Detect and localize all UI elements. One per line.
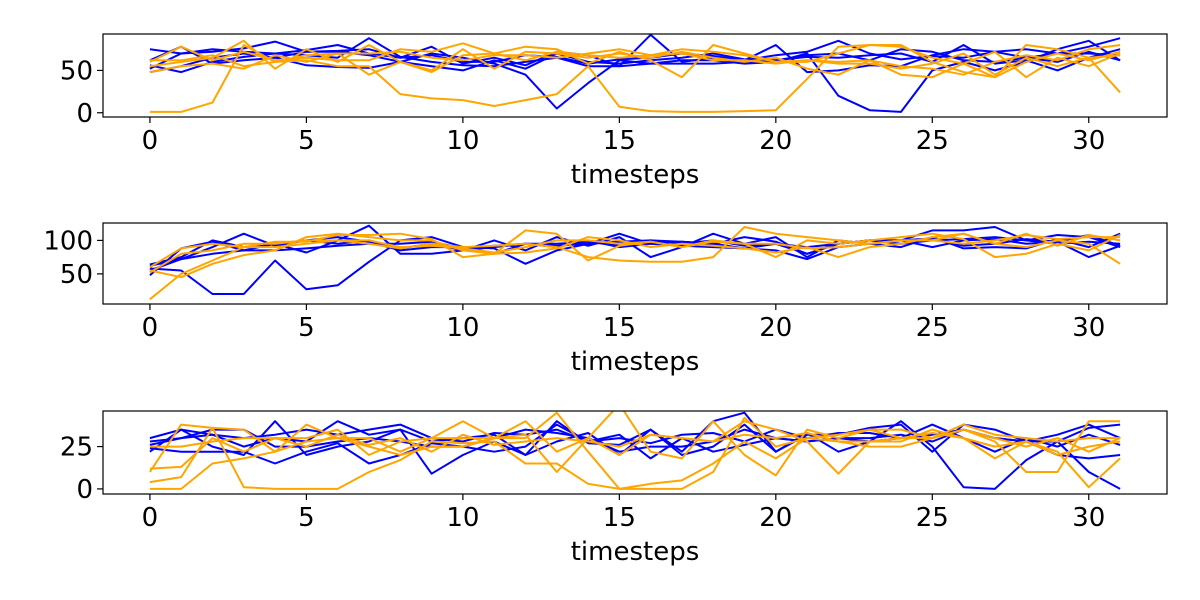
x-tick-label: 30 bbox=[1072, 126, 1105, 156]
series-group bbox=[149, 34, 1121, 113]
x-tick-label: 10 bbox=[446, 503, 479, 533]
y-tick-label: 50 bbox=[60, 260, 93, 290]
x-axis-label: timesteps bbox=[571, 160, 700, 190]
plot-frame bbox=[102, 410, 1168, 495]
x-tick-label: 0 bbox=[142, 503, 159, 533]
x-tick-label: 15 bbox=[603, 503, 636, 533]
x-tick-label: 20 bbox=[759, 313, 792, 343]
x-tick-label: 5 bbox=[298, 503, 315, 533]
y-tick-label: 50 bbox=[60, 56, 93, 86]
series-line-blue-2 bbox=[149, 224, 1121, 276]
plot-frame bbox=[102, 33, 1168, 118]
series-line-orange-8 bbox=[149, 39, 1121, 76]
subplot-bottom: 0 5 10 15 20 25 30 0 25 timesteps bbox=[60, 410, 1168, 567]
series-line-blue-2 bbox=[149, 34, 1121, 74]
x-tick-label: 5 bbox=[298, 313, 315, 343]
series-group bbox=[149, 224, 1121, 301]
series-line-blue-0 bbox=[149, 420, 1121, 490]
x-tick-label: 25 bbox=[916, 313, 949, 343]
series-line-blue-1 bbox=[149, 226, 1121, 295]
x-tick-label: 30 bbox=[1072, 503, 1105, 533]
series-line-blue-1 bbox=[149, 411, 1121, 456]
x-axis-label: timesteps bbox=[571, 537, 700, 567]
x-tick-label: 15 bbox=[603, 126, 636, 156]
series-group bbox=[149, 411, 1121, 490]
subplot-top: 0 5 10 15 20 25 30 0 50 timesteps bbox=[60, 33, 1168, 190]
x-tick-label: 10 bbox=[446, 126, 479, 156]
plot-frame bbox=[102, 222, 1168, 305]
x-axis-label: timesteps bbox=[571, 347, 700, 377]
y-tick-label: 25 bbox=[60, 433, 93, 463]
series-line-blue-4 bbox=[149, 236, 1121, 267]
series-line-orange-7 bbox=[149, 411, 1121, 490]
series-line-orange-8 bbox=[149, 420, 1121, 475]
x-tick-label: 20 bbox=[759, 503, 792, 533]
x-tick-label: 20 bbox=[759, 126, 792, 156]
y-tick-label: 100 bbox=[43, 226, 93, 256]
subplot-middle: 0 5 10 15 20 25 30 50 100 timesteps bbox=[43, 222, 1168, 377]
x-tick-label: 10 bbox=[446, 313, 479, 343]
x-tick-label: 15 bbox=[603, 313, 636, 343]
series-line-orange-9 bbox=[149, 423, 1121, 453]
x-tick-label: 30 bbox=[1072, 313, 1105, 343]
series-line-orange-9 bbox=[149, 44, 1121, 76]
y-tick-label: 0 bbox=[76, 475, 93, 505]
x-tick-label: 25 bbox=[916, 126, 949, 156]
x-tick-label: 5 bbox=[298, 126, 315, 156]
series-line-orange-8 bbox=[149, 234, 1121, 274]
x-tick-label: 0 bbox=[142, 126, 159, 156]
x-tick-label: 25 bbox=[916, 503, 949, 533]
x-tick-label: 0 bbox=[142, 313, 159, 343]
y-tick-label: 0 bbox=[76, 99, 93, 129]
